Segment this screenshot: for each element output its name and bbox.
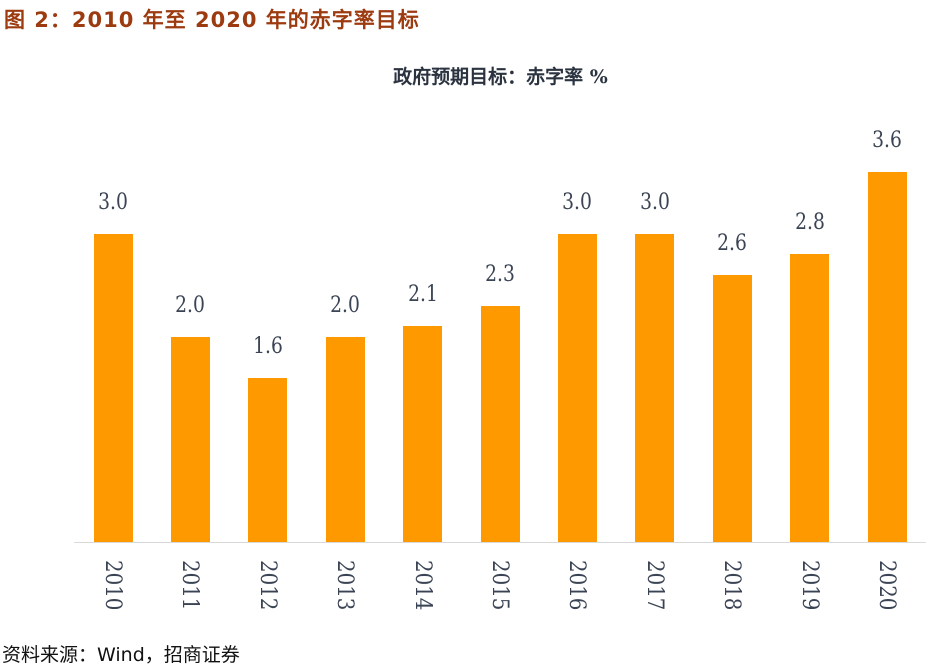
bar-2016: [557, 233, 597, 542]
bar-2015: [480, 305, 520, 542]
source-note: 资料来源：Wind，招商证券: [2, 644, 240, 666]
x-tick-label: 2018: [719, 560, 745, 611]
bar-2014: [403, 326, 443, 542]
x-tick-label: 2014: [409, 560, 435, 611]
bar-2019: [790, 254, 830, 542]
data-label: 3.6: [872, 128, 902, 154]
x-tick-label: 2017: [641, 560, 667, 611]
data-label: 1.6: [252, 333, 283, 359]
data-label: 2.3: [485, 261, 515, 287]
data-label: 2.1: [407, 282, 438, 308]
bar-2011: [170, 336, 210, 542]
x-tick-label: 2020: [874, 560, 899, 611]
figure-title: 图 2：2010 年至 2020 年的赤字率目标: [4, 8, 420, 32]
bar-2020: [867, 172, 907, 542]
data-label: 2.8: [794, 210, 825, 236]
bar-2013: [325, 336, 365, 542]
x-tick-label: 2011: [177, 560, 203, 611]
x-axis-line: [74, 542, 926, 543]
chart-title: 政府预期目标：赤字率 %: [393, 66, 608, 88]
data-label: 2.0: [330, 292, 361, 318]
data-label: 2.0: [175, 292, 206, 318]
x-tick-label: 2015: [487, 560, 512, 611]
data-label: 3.0: [562, 189, 593, 215]
data-label: 2.6: [717, 230, 748, 256]
x-tick-label: 2016: [564, 560, 590, 611]
x-tick-label: 2013: [332, 560, 358, 611]
bar-2017: [635, 233, 675, 542]
x-tick-label: 2019: [796, 560, 822, 611]
bar-2010: [93, 233, 133, 542]
bar-2018: [712, 274, 752, 542]
bar-2012: [248, 377, 288, 542]
x-tick-label: 2012: [254, 560, 280, 611]
data-label: 3.0: [639, 189, 670, 215]
data-label: 3.0: [98, 189, 128, 215]
x-tick-label: 2010: [100, 560, 125, 611]
